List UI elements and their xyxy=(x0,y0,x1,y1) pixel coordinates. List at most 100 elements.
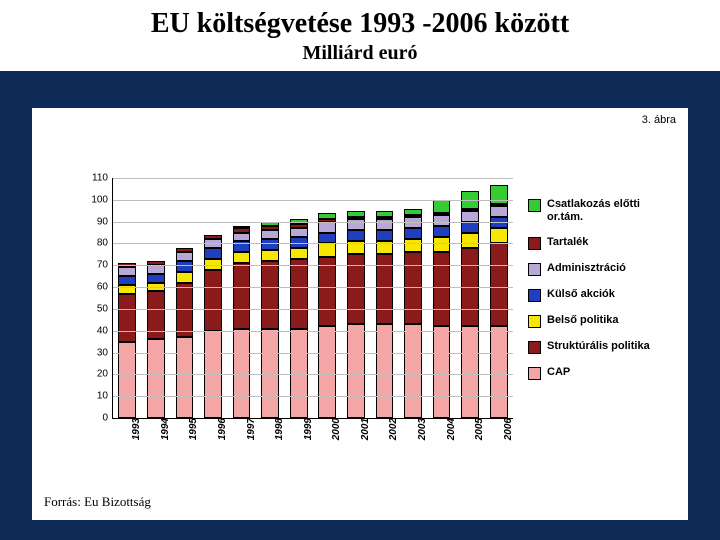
bar-segment-kulso xyxy=(176,261,194,272)
bar-segment-tartalek xyxy=(433,213,451,215)
bar-segment-tartalek xyxy=(261,226,279,230)
legend: Csatlakozás előtti or.tám. Tartalék Admini… xyxy=(528,198,668,392)
bar-segment-cap xyxy=(176,337,194,418)
bar-segment-tartalek xyxy=(204,235,222,239)
bar-column: 1994 xyxy=(147,261,165,418)
bar-column: 1996 xyxy=(204,235,222,418)
bar-segment-cap xyxy=(433,326,451,418)
legend-swatch xyxy=(528,237,541,250)
bar-segment-tartalek xyxy=(376,217,394,219)
bar-segment-kulso xyxy=(376,230,394,241)
legend-label: Struktúrális politika xyxy=(547,340,650,353)
bar-segment-struct xyxy=(490,243,508,326)
bar-segment-admin xyxy=(118,267,136,276)
legend-swatch xyxy=(528,367,541,380)
bar-segment-kulso xyxy=(461,222,479,233)
x-tick-label: 1997 xyxy=(246,418,257,440)
bar-segment-admin xyxy=(318,222,336,233)
bar-segment-kulso xyxy=(433,226,451,237)
page-subtitle: Milliárd euró xyxy=(20,42,700,65)
bar-segment-admin xyxy=(176,252,194,261)
y-tick-label: 20 xyxy=(78,369,108,380)
x-tick-label: 1998 xyxy=(274,418,285,440)
grid-line xyxy=(113,353,513,354)
grid-line xyxy=(113,309,513,310)
legend-swatch xyxy=(528,315,541,328)
bar-column: 1998 xyxy=(261,222,279,418)
bar-column: 2001 xyxy=(347,211,365,418)
legend-swatch xyxy=(528,263,541,276)
bar-segment-tartalek xyxy=(404,215,422,217)
x-tick-label: 2001 xyxy=(360,418,371,440)
bar-segment-cap xyxy=(461,326,479,418)
bar-segment-struct xyxy=(404,252,422,324)
x-tick-label: 2004 xyxy=(446,418,457,440)
bar-segment-admin xyxy=(261,230,279,239)
y-tick-label: 50 xyxy=(78,303,108,314)
bar-segment-cap xyxy=(376,324,394,418)
y-tick-label: 80 xyxy=(78,238,108,249)
bar-segment-struct xyxy=(318,257,336,327)
bar-segment-kulso xyxy=(261,239,279,250)
bar-segment-belso xyxy=(290,248,308,259)
bar-segment-admin xyxy=(233,233,251,242)
title-block: EU költségvetése 1993 -2006 között Milli… xyxy=(0,0,720,71)
legend-label: CAP xyxy=(547,366,570,379)
legend-item: CAP xyxy=(528,366,668,380)
bar-segment-csat xyxy=(404,209,422,216)
bar-column: 2006 xyxy=(490,185,508,418)
bar-segment-belso xyxy=(318,243,336,256)
legend-item: Tartalék xyxy=(528,236,668,250)
bar-segment-cap xyxy=(147,339,165,418)
bar-segment-kulso xyxy=(290,237,308,248)
bar-column: 2002 xyxy=(376,211,394,418)
bar-segment-cap xyxy=(347,324,365,418)
grid-line xyxy=(113,396,513,397)
grid-line xyxy=(113,265,513,266)
y-tick-label: 60 xyxy=(78,282,108,293)
legend-item: Struktúrális politika xyxy=(528,340,668,354)
slide-root: EU költségvetése 1993 -2006 között Milli… xyxy=(0,0,720,540)
x-tick-label: 2005 xyxy=(474,418,485,440)
bar-segment-cap xyxy=(261,329,279,418)
bar-segment-tartalek xyxy=(233,228,251,232)
bar-segment-struct xyxy=(261,261,279,329)
x-tick-label: 1996 xyxy=(217,418,228,440)
grid-line xyxy=(113,178,513,179)
legend-label: Adminisztráció xyxy=(547,262,626,275)
legend-label: Csatlakozás előtti or.tám. xyxy=(547,198,668,224)
legend-label: Külső akciók xyxy=(547,288,615,301)
bar-segment-kulso xyxy=(490,217,508,228)
bar-segment-csat xyxy=(318,213,336,220)
plot-area: 1993199419951996199719981999200020012002… xyxy=(112,178,513,419)
bar-segment-kulso xyxy=(318,233,336,244)
bar-segment-belso xyxy=(490,228,508,243)
bar-segment-tartalek xyxy=(176,248,194,252)
bar-segment-cap xyxy=(490,326,508,418)
y-tick-label: 0 xyxy=(78,413,108,424)
bar-segment-belso xyxy=(404,239,422,252)
legend-item: Adminisztráció xyxy=(528,262,668,276)
bar-segment-struct xyxy=(118,294,136,342)
y-tick-label: 100 xyxy=(78,194,108,205)
bar-segment-belso xyxy=(176,272,194,283)
bar-segment-struct xyxy=(176,283,194,338)
legend-swatch xyxy=(528,341,541,354)
bar-column: 1995 xyxy=(176,248,194,418)
grid-line xyxy=(113,222,513,223)
x-tick-label: 2002 xyxy=(388,418,399,440)
y-tick-label: 30 xyxy=(78,347,108,358)
grid-line xyxy=(113,200,513,201)
x-tick-label: 2003 xyxy=(417,418,428,440)
legend-item: Csatlakozás előtti or.tám. xyxy=(528,198,668,224)
bar-segment-belso xyxy=(233,252,251,263)
bar-segment-tartalek xyxy=(490,204,508,206)
bar-segment-kulso xyxy=(204,248,222,259)
bar-segment-admin xyxy=(490,206,508,217)
grid-line xyxy=(113,331,513,332)
chart-panel: 3. ábra 19931994199519961997199819992000… xyxy=(32,108,688,520)
bar-segment-kulso xyxy=(404,228,422,239)
bar-column: 1997 xyxy=(233,226,251,418)
bar-segment-admin xyxy=(433,215,451,226)
x-tick-label: 1993 xyxy=(131,418,142,440)
